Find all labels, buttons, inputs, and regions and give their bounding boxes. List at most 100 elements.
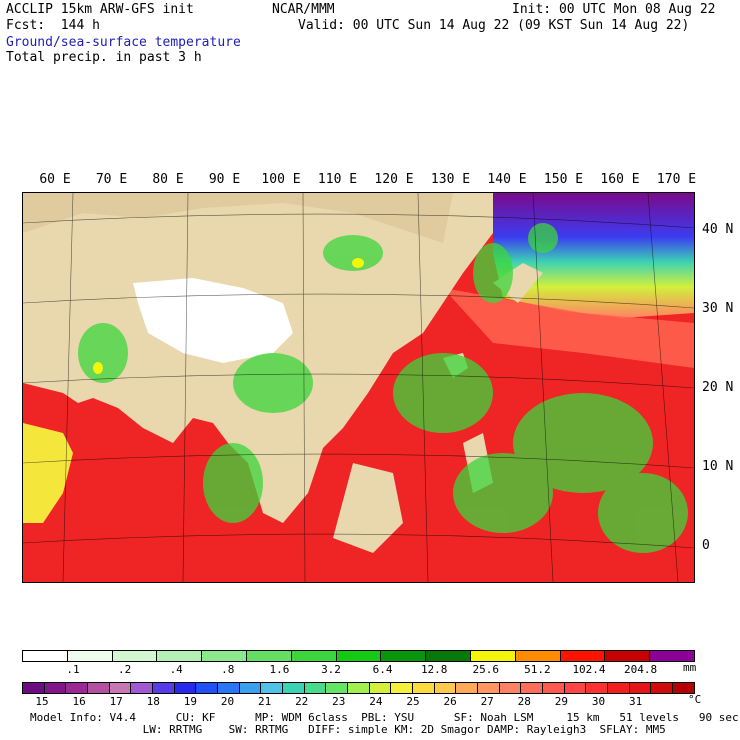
scale-tick-label: 29 [554, 695, 569, 708]
scale-tick-label: 25.6 [472, 663, 500, 676]
scale-tick-label: 12.8 [420, 663, 448, 676]
color-swatch [478, 683, 500, 693]
longitude-label: 70 E [95, 172, 128, 187]
color-swatch [381, 651, 427, 661]
latitude-label: 0 [702, 538, 710, 553]
valid-time: Valid: 00 UTC Sun 14 Aug 22 (09 KST Sun … [298, 18, 690, 33]
longitude-label: 100 E [261, 172, 301, 187]
scale-tick-label: 3.2 [321, 663, 341, 676]
scale-tick-label: 19 [183, 695, 198, 708]
color-swatch [23, 651, 68, 661]
color-swatch [109, 683, 132, 693]
scale-tick-label: 31 [628, 695, 643, 708]
color-swatch [66, 683, 89, 693]
scale-tick-label: .8 [221, 663, 235, 676]
model-title: ACCLIP 15km ARW-GFS init [6, 2, 194, 17]
precip-color-bar [22, 650, 695, 662]
color-swatch [283, 683, 305, 693]
color-swatch [67, 651, 113, 661]
sea-surface-cool-north-pacific [493, 193, 694, 318]
longitude-label: 110 E [317, 172, 358, 187]
longitude-label: 140 E [487, 172, 527, 187]
longitude-label: 150 E [543, 172, 584, 187]
scale-tick-label: 16 [72, 695, 86, 708]
color-swatch [44, 683, 67, 693]
color-swatch [246, 651, 292, 661]
color-swatch [564, 683, 587, 693]
latitude-label: 20 N [702, 380, 734, 395]
map-canvas [23, 193, 694, 582]
land-borneo [333, 463, 403, 553]
color-swatch [605, 651, 651, 661]
color-swatch [336, 651, 382, 661]
scale-tick-label: .4 [169, 663, 183, 676]
color-swatch [157, 651, 203, 661]
precip-unit: mm [683, 661, 697, 674]
color-swatch [239, 683, 262, 693]
color-swatch [23, 683, 45, 693]
temperature-color-bar [22, 682, 695, 694]
color-swatch [326, 683, 349, 693]
scale-tick-label: 204.8 [624, 663, 658, 676]
color-swatch [131, 683, 154, 693]
precip-green-cells [78, 223, 688, 553]
scale-tick-label: 18 [146, 695, 160, 708]
color-swatch [88, 683, 110, 693]
scale-tick-label: 22 [295, 695, 309, 708]
color-swatch [218, 683, 240, 693]
scale-tick-label: 30 [591, 695, 606, 708]
scale-tick-label: 1.6 [269, 663, 290, 676]
color-swatch [261, 683, 284, 693]
land-north-asia [23, 193, 453, 243]
scale-tick-label: 27 [480, 695, 494, 708]
field-name-precip: Total precip. in past 3 h [6, 50, 202, 65]
scale-tick-label: 51.2 [524, 663, 551, 676]
center-label: NCAR/MMM [272, 2, 335, 17]
color-swatch [586, 683, 609, 693]
color-swatch [391, 683, 414, 693]
scale-tick-label: 21 [257, 695, 272, 708]
color-swatch [521, 683, 544, 693]
field-name-temperature: Ground/sea-surface temperature [6, 35, 241, 50]
color-swatch [470, 651, 516, 661]
color-swatch [560, 651, 606, 661]
color-swatch [413, 683, 435, 693]
color-swatch [202, 651, 247, 661]
temperature-unit: °C [688, 693, 702, 706]
latitude-label: 40 N [702, 222, 734, 237]
longitude-label: 80 E [152, 172, 184, 187]
latitude-label: 30 N [702, 301, 734, 316]
forecast-map [22, 192, 695, 583]
longitude-label: 90 E [208, 172, 241, 187]
model-info-line2: LW: RRTMG SW: RRTMG DIFF: simple KM: 2D … [30, 723, 666, 736]
sea-surface-arabian-sea [23, 423, 73, 523]
color-swatch [543, 683, 565, 693]
longitude-label: 170 E [656, 172, 697, 187]
color-swatch [348, 683, 370, 693]
scale-tick-label: 20 [220, 695, 235, 708]
scale-tick-label: 102.4 [572, 663, 606, 676]
color-swatch [153, 683, 175, 693]
color-swatch [515, 651, 561, 661]
scale-tick-label: 24 [369, 695, 383, 708]
color-swatch [174, 683, 197, 693]
scale-tick-label: .1 [66, 663, 80, 676]
graticule [23, 193, 694, 582]
color-swatch [651, 683, 674, 693]
color-swatch [304, 683, 327, 693]
tibetan-plateau [133, 278, 293, 363]
longitude-label: 120 E [374, 172, 414, 187]
color-swatch [673, 683, 694, 693]
scale-tick-label: .2 [117, 663, 132, 676]
longitude-label: 60 E [39, 172, 71, 187]
color-swatch [369, 683, 392, 693]
precip-heavy-cells [93, 258, 364, 374]
color-swatch [112, 651, 158, 661]
color-swatch [196, 683, 219, 693]
color-swatch [650, 651, 694, 661]
forecast-hour: Fcst: 144 h [6, 18, 100, 33]
scale-tick-label: 25 [406, 695, 420, 708]
scale-tick-label: 23 [332, 695, 346, 708]
color-swatch [291, 651, 337, 661]
scale-tick-label: 17 [109, 695, 123, 708]
